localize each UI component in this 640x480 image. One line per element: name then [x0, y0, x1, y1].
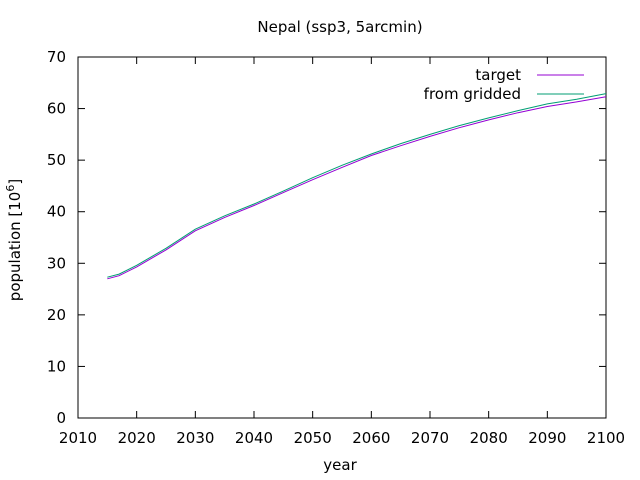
axis-ticks	[77, 56, 607, 419]
y-tick-label: 20	[47, 306, 66, 324]
plot-frame	[77, 56, 607, 419]
x-tick-label: 2060	[352, 429, 390, 447]
series-lines	[107, 93, 607, 280]
series-line-from-gridded	[107, 93, 607, 278]
x-tick-label: 2040	[235, 429, 273, 447]
y-tick-label: 0	[56, 409, 66, 427]
x-tick-label: 2090	[528, 429, 566, 447]
x-axis-label: year	[323, 456, 357, 474]
y-tick-label: 60	[47, 100, 66, 118]
y-tick-label: 30	[47, 254, 66, 272]
y-tick-label: 70	[47, 48, 66, 66]
legend-label: target	[475, 66, 521, 84]
series-line-target	[107, 96, 607, 280]
y-tick-label: 10	[47, 357, 66, 375]
y-axis-label-tail: ]	[6, 179, 24, 185]
x-tick-label: 2010	[59, 429, 97, 447]
x-tick-label: 2080	[470, 429, 508, 447]
y-axis-label: population [106]	[4, 179, 24, 301]
y-axis-label-base: population [10	[6, 192, 24, 302]
x-tick-label: 2020	[118, 429, 156, 447]
chart-title: Nepal (ssp3, 5arcmin)	[257, 18, 422, 36]
x-tick-label: 2100	[587, 429, 625, 447]
y-tick-label: 50	[47, 151, 66, 169]
y-tick-label: 40	[47, 203, 66, 221]
tick-labels: 2010 2020 2030 2040 2050 2060 2070 2080 2090 2100…	[47, 48, 625, 447]
legend-label: from gridded	[424, 85, 521, 103]
y-axis-label-exponent: 6	[4, 185, 17, 192]
x-tick-label: 2050	[294, 429, 332, 447]
x-tick-label: 2070	[411, 429, 449, 447]
x-tick-label: 2030	[176, 429, 214, 447]
